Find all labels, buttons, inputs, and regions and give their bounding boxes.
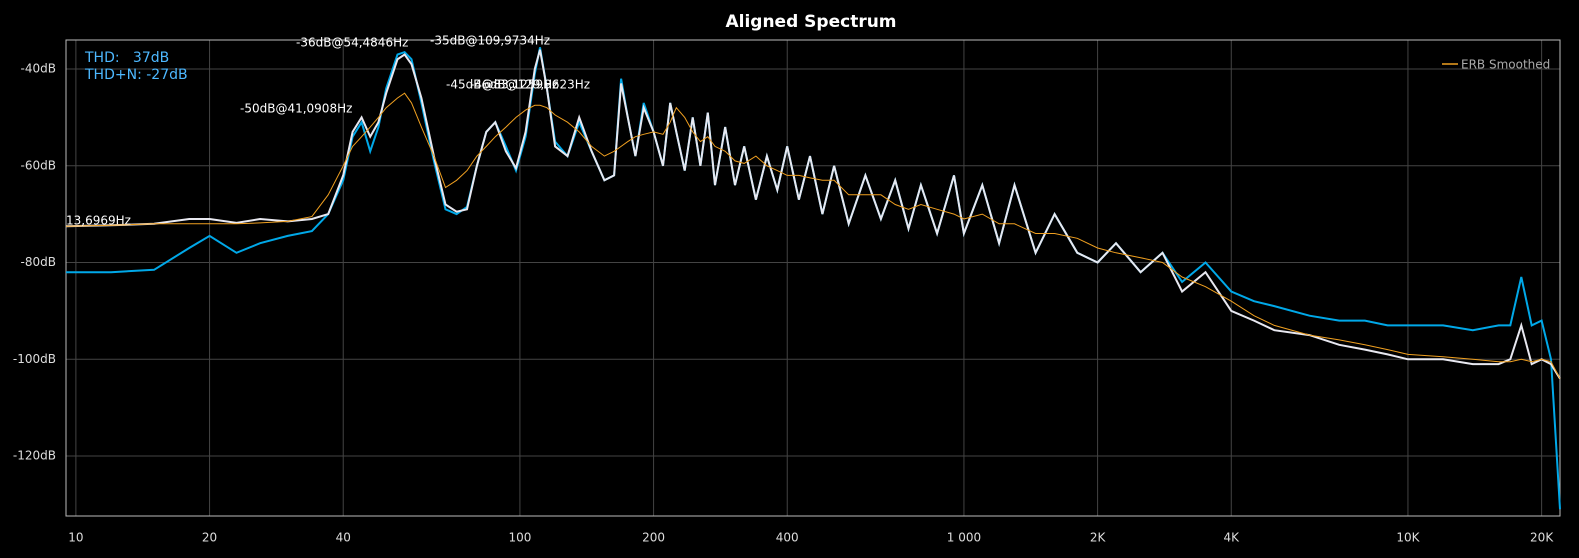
annotation: -35dB@109,9734Hz: [430, 34, 550, 48]
legend-label: ERB Smoothed: [1461, 58, 1550, 72]
y-tick-label: -40dB: [21, 62, 56, 76]
annotation: -45dB@83,1259Hz: [446, 78, 558, 92]
y-tick-label: -100dB: [13, 352, 56, 366]
annotation: -46dB@129,9623Hz: [470, 78, 590, 92]
y-tick-label: -60dB: [21, 158, 56, 172]
series-line: [65, 92, 1561, 379]
x-tick-label: 100: [508, 531, 531, 545]
x-tick-label: 400: [776, 531, 799, 545]
annotation: THD+N: -27dB: [84, 67, 188, 83]
x-tick-label: 200: [642, 531, 665, 545]
x-tick-label: 40: [336, 531, 351, 545]
chart-title: Aligned Spectrum: [725, 12, 896, 32]
y-tick-label: -120dB: [13, 449, 56, 463]
y-tick-label: -80dB: [21, 255, 56, 269]
x-tick-label: 4K: [1224, 531, 1241, 545]
x-tick-label: 10: [68, 531, 83, 545]
plot-frame: [65, 39, 1561, 517]
annotation: 13,6969Hz: [66, 214, 131, 228]
annotation: -50dB@41,0908Hz: [240, 102, 352, 116]
x-tick-label: 2K: [1090, 531, 1107, 545]
x-tick-label: 20: [202, 531, 217, 545]
x-tick-label: 20K: [1530, 531, 1554, 545]
x-tick-label: 10K: [1396, 531, 1420, 545]
x-tick-label: 1 000: [947, 531, 981, 545]
annotation: THD: 37dB: [84, 50, 169, 66]
annotation: -36dB@54,4846Hz: [296, 36, 408, 50]
series-line: [65, 49, 1561, 380]
